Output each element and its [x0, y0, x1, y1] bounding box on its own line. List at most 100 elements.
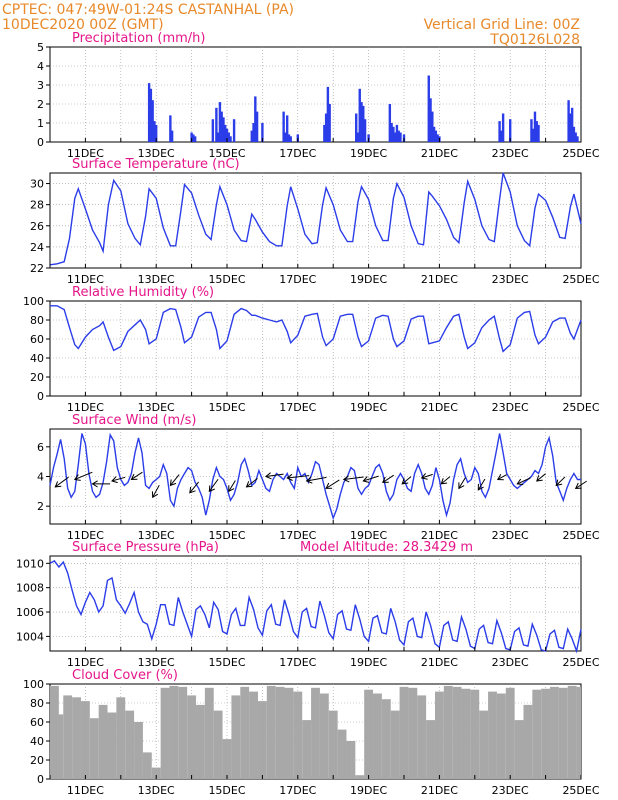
wind-vector-head: [325, 482, 333, 489]
wind-vector-head: [458, 482, 465, 490]
cloud-column: [417, 695, 427, 779]
temp-y-tick-label: 26: [30, 220, 44, 233]
rh-date-label: 17DEC: [279, 401, 316, 414]
precip-x-axis: 11DEC 13DEC 15DEC 17DEC 19DEC 21DEC 23DEC 25DEC: [49, 138, 600, 160]
temp-frame: [49, 172, 582, 269]
cloud-column: [443, 685, 453, 779]
precip-bar: [324, 113, 328, 142]
temp-y-tick-label: 28: [30, 199, 44, 212]
wind-vector-arrow: [265, 473, 284, 477]
precip-bar: [434, 130, 438, 142]
precip-bar: [436, 134, 439, 142]
wind-vector-arrow: [189, 481, 200, 494]
pres-date-label: 17DEC: [279, 656, 316, 669]
precip-bar: [289, 136, 292, 142]
precip-bar: [429, 98, 432, 142]
wind-vector-arrow: [228, 480, 236, 492]
wind-vector-arrow: [74, 471, 93, 480]
cloud-column: [72, 697, 81, 779]
temp-grid: [50, 173, 581, 268]
header-model-code: TQ0126L028: [489, 32, 580, 48]
precip-bar: [252, 123, 255, 142]
temp-date-label: 13DEC: [138, 273, 175, 286]
precip-bar: [532, 128, 535, 142]
precip-bar: [535, 121, 538, 142]
cloud-date-label: 19DEC: [350, 784, 387, 797]
rh-title: Relative Humidity (%): [72, 285, 214, 300]
wind-vector-head: [111, 476, 118, 484]
wind-vector-head: [169, 479, 177, 487]
rh-panel: Relative Humidity (%) 0 20 40 60 80 100 11DEC…: [23, 285, 600, 414]
precip-bar: [569, 113, 572, 142]
pres-date-label: 11DEC: [67, 656, 104, 669]
cloud-column: [266, 685, 276, 779]
cloud-column: [204, 687, 214, 779]
rh-date-label: 11DEC: [67, 401, 104, 414]
precip-bar: [393, 132, 397, 142]
rh-grid: [50, 301, 581, 396]
precip-bar: [153, 121, 156, 142]
cloud-column: [576, 686, 581, 779]
cloud-column: [452, 686, 462, 779]
cloud-column: [178, 686, 188, 779]
wind-vector-head: [401, 478, 409, 485]
precip-bar: [390, 123, 393, 142]
precip-bar: [360, 102, 363, 142]
precip-bar: [151, 100, 154, 142]
wind-vector-arrow: [111, 476, 126, 482]
precip-bar: [216, 132, 220, 142]
cloud-column: [125, 710, 135, 779]
precip-bar: [225, 128, 229, 142]
pres-date-label: 25DEC: [562, 656, 599, 669]
cloud-column: [54, 714, 64, 779]
cloud-column: [257, 701, 267, 779]
wind-vector-head: [342, 475, 350, 483]
wind-vector-head: [420, 473, 428, 480]
precip-bar: [395, 124, 399, 142]
precip-date-label: 15DEC: [208, 147, 245, 160]
precip-y-tick-label: 2: [37, 98, 44, 111]
wind-vector-arrow: [131, 471, 143, 480]
precip-bar: [169, 115, 172, 142]
cloud-column: [63, 695, 73, 779]
precip-bar: [500, 130, 503, 142]
wind-vector-head: [536, 475, 543, 482]
precip-bar: [284, 132, 287, 142]
wind-vector-head: [440, 478, 448, 485]
cloud-x-axis: 11DEC 13DEC 15DEC 17DEC 19DEC 21DEC 23DEC 25DEC: [49, 775, 600, 797]
precip-bar: [498, 121, 501, 142]
rh-date-label: 19DEC: [350, 401, 387, 414]
wind-vector-arrow: [555, 476, 566, 486]
wind-line: [49, 432, 581, 521]
wind-vector-arrow: [325, 479, 340, 489]
rh-y-tick-label: 60: [30, 333, 44, 346]
precip-frame: [49, 46, 582, 143]
cloud-column: [523, 704, 533, 779]
cloud-y-tick-label: 40: [30, 735, 44, 748]
cloud-column: [337, 729, 347, 779]
cloud-column: [222, 739, 232, 779]
pres-y-axis: 1004 1006 1008 1010: [16, 557, 50, 643]
precip-bar: [427, 75, 430, 142]
pres-title: Surface Pressure (hPa): [72, 540, 219, 555]
wind-vector-head: [477, 483, 484, 491]
cloud-column: [373, 693, 382, 779]
cloud-y-tick-label: 20: [30, 754, 44, 767]
cloud-column: [319, 693, 329, 779]
temp-panel: Surface Temperature (nC) 22 24 26 28 30 11DE…: [30, 157, 600, 286]
wind-vector-arrow: [55, 476, 69, 488]
cloud-column: [496, 693, 506, 779]
precip-bar: [155, 124, 158, 142]
precip-bar: [227, 132, 230, 142]
precip-bar: [190, 132, 193, 142]
cloud-column: [275, 686, 285, 779]
temp-y-tick-label: 24: [30, 241, 44, 254]
pres-y-tick-label: 1006: [16, 606, 44, 619]
wind-y-tick-label: 2: [37, 500, 44, 513]
wind-vector-arrow: [169, 474, 180, 486]
precip-bar: [232, 119, 236, 142]
wind-vector-arrow: [497, 474, 507, 480]
wind-vector-head: [516, 478, 524, 486]
cloud-title: Cloud Cover (%): [72, 668, 178, 683]
pres-y-tick-label: 1008: [16, 582, 44, 595]
